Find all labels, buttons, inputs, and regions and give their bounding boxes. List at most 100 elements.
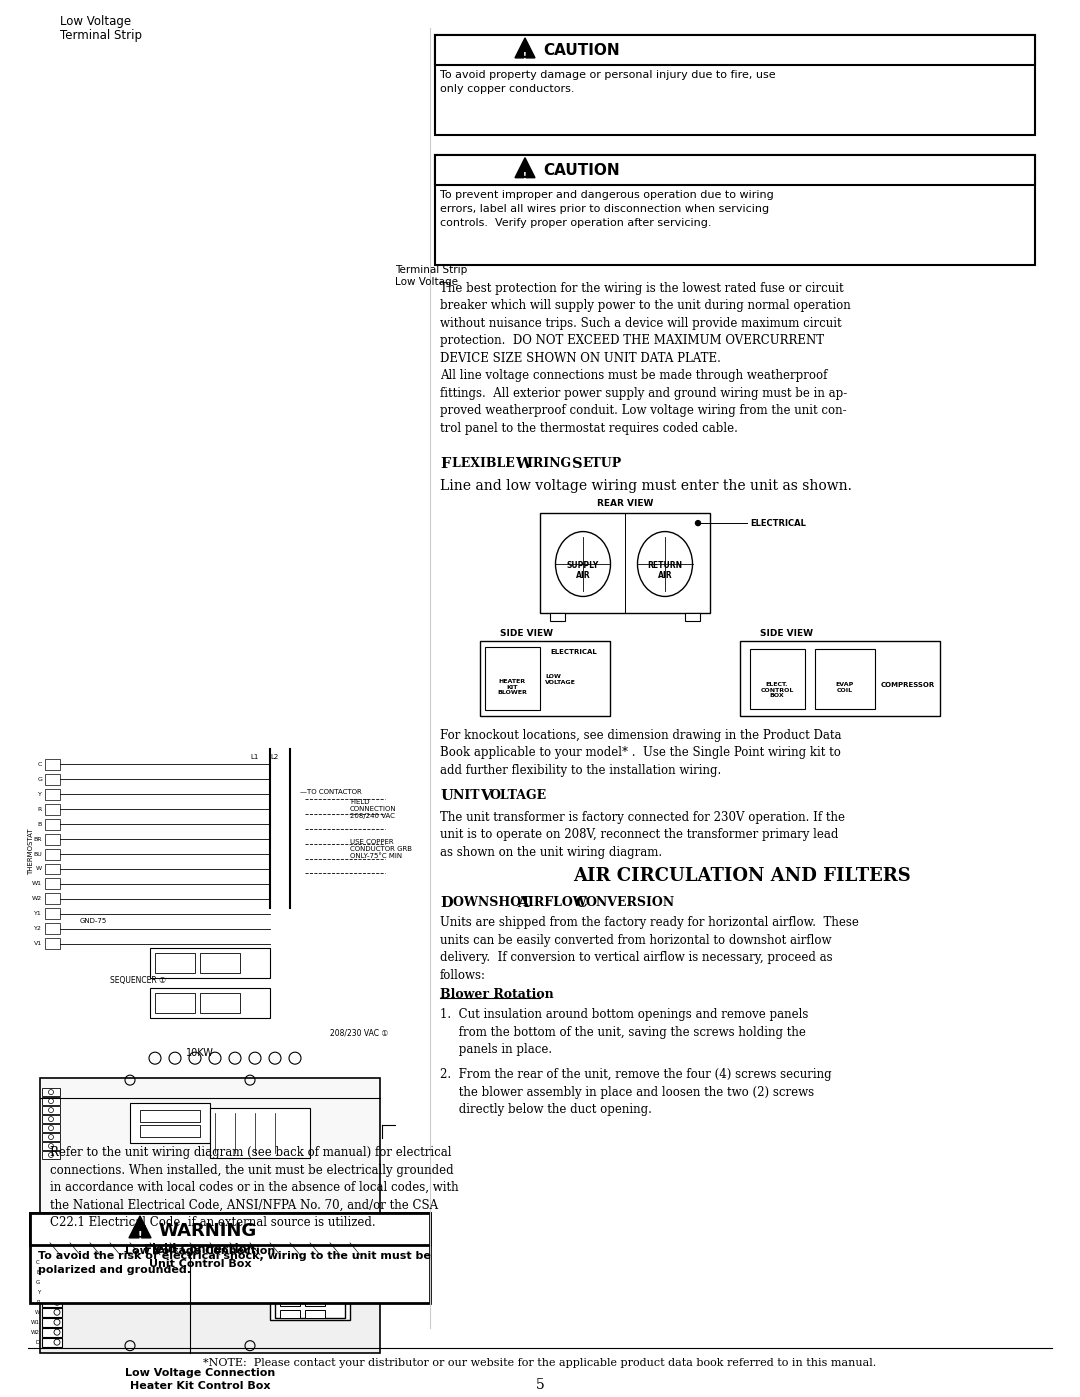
Text: Units are shipped from the factory ready for horizontal airflow.  These
units ca: Units are shipped from the factory ready… — [440, 916, 859, 982]
Bar — [150, 988, 270, 1018]
Bar — [200, 953, 240, 974]
Text: GND-75: GND-75 — [80, 918, 107, 925]
Text: V: V — [480, 789, 491, 803]
Text: !: ! — [523, 172, 527, 180]
Bar — [200, 993, 240, 1013]
Text: SEQUENCER ①: SEQUENCER ① — [110, 977, 166, 985]
Text: W: W — [35, 1310, 40, 1315]
Text: 208/230 VAC ①: 208/230 VAC ① — [330, 1028, 388, 1037]
Bar — [42, 1151, 60, 1160]
Text: V1: V1 — [33, 942, 42, 946]
Text: The unit transformer is factory connected for 230V operation. If the
unit is to : The unit transformer is factory connecte… — [440, 810, 845, 859]
Bar — [150, 949, 270, 978]
Text: D: D — [36, 1340, 40, 1345]
Text: OLTAGE: OLTAGE — [490, 789, 548, 802]
Text: ELECTRICAL: ELECTRICAL — [750, 520, 806, 528]
Text: BR: BR — [33, 837, 42, 841]
Bar — [42, 1268, 62, 1277]
Bar — [42, 1338, 62, 1347]
Text: USE COPPER
CONDUCTOR GRB
ONLY-75°C MIN: USE COPPER CONDUCTOR GRB ONLY-75°C MIN — [350, 838, 411, 859]
Text: For knockout locations, see dimension drawing in the Product Data
Book applicabl: For knockout locations, see dimension dr… — [440, 729, 841, 777]
Text: To avoid property damage or personal injury due to fire, use
only copper conduct: To avoid property damage or personal inj… — [440, 70, 775, 94]
Bar — [42, 1288, 62, 1296]
Text: FIELD
CONNECTION
208/240 VAC: FIELD CONNECTION 208/240 VAC — [350, 799, 396, 819]
Bar — [45, 834, 60, 845]
Bar — [45, 789, 60, 799]
Bar — [45, 923, 60, 935]
Text: W: W — [36, 866, 42, 872]
Text: RETURN
AIR: RETURN AIR — [647, 562, 683, 580]
Bar — [540, 513, 710, 613]
Bar — [40, 1078, 380, 1238]
Text: IRING: IRING — [527, 457, 576, 471]
Bar — [210, 1108, 310, 1158]
Text: L2: L2 — [270, 754, 279, 760]
Text: !: ! — [138, 1231, 143, 1241]
Bar — [45, 879, 60, 890]
Text: Line and low voltage wiring must enter the unit as shown.: Line and low voltage wiring must enter t… — [440, 479, 852, 493]
Bar — [435, 155, 1035, 184]
Text: ELECTRICAL: ELECTRICAL — [550, 648, 597, 655]
Text: AIR CIRCULATION AND FILTERS: AIR CIRCULATION AND FILTERS — [573, 866, 910, 884]
Text: IRFLOW: IRFLOW — [528, 897, 591, 909]
Text: SIDE VIEW: SIDE VIEW — [500, 629, 553, 638]
Text: !: ! — [523, 52, 527, 61]
Text: W1: W1 — [31, 1320, 40, 1324]
Bar — [45, 819, 60, 830]
Text: REAR VIEW: REAR VIEW — [597, 499, 653, 509]
Bar — [45, 908, 60, 919]
Bar — [42, 1088, 60, 1097]
Text: OWNSHOT: OWNSHOT — [453, 897, 535, 909]
Polygon shape — [515, 38, 535, 57]
Text: EVAP
COIL: EVAP COIL — [836, 682, 854, 693]
Bar — [45, 848, 60, 859]
Text: U: U — [440, 789, 453, 803]
Text: Low Voltage Connection
Heater Kit Control Box: Low Voltage Connection Heater Kit Contro… — [125, 1368, 275, 1391]
Text: —TO CONTACTOR: —TO CONTACTOR — [300, 789, 362, 795]
Text: Y: Y — [37, 1289, 40, 1295]
Text: HEATER
KIT
BLOWER: HEATER KIT BLOWER — [497, 679, 527, 696]
Text: R: R — [38, 806, 42, 812]
Text: SIDE VIEW: SIDE VIEW — [760, 629, 813, 638]
Bar — [42, 1097, 60, 1105]
Text: 1.  Cut insulation around bottom openings and remove panels
     from the bottom: 1. Cut insulation around bottom openings… — [440, 1009, 808, 1056]
Text: G: G — [36, 1280, 40, 1285]
Text: SUPPLY
AIR: SUPPLY AIR — [567, 562, 599, 580]
Text: G: G — [37, 777, 42, 782]
Text: CAUTION: CAUTION — [543, 43, 620, 57]
Bar — [130, 1104, 210, 1143]
Bar — [815, 648, 875, 708]
Bar — [45, 939, 60, 950]
Bar — [280, 1310, 300, 1317]
Bar — [42, 1327, 62, 1337]
Bar — [435, 35, 1035, 134]
Text: Low Voltage: Low Voltage — [60, 15, 131, 28]
Bar — [270, 1260, 350, 1320]
Text: THERMOSTAT: THERMOSTAT — [28, 828, 33, 875]
Text: A: A — [517, 897, 528, 911]
Text: BU: BU — [33, 852, 42, 856]
Bar — [42, 1278, 62, 1287]
Bar — [485, 647, 540, 710]
Text: Low Voltage Connection
Unit Control Box: Low Voltage Connection Unit Control Box — [125, 1246, 275, 1268]
Text: COMPRESSOR: COMPRESSOR — [881, 682, 935, 687]
Text: Field Connection: Field Connection — [145, 1243, 256, 1256]
Text: W2: W2 — [31, 1330, 40, 1334]
Bar — [42, 1125, 60, 1132]
Bar — [740, 641, 940, 715]
Text: E: E — [37, 1270, 40, 1275]
Bar — [42, 1133, 60, 1141]
Text: B: B — [38, 821, 42, 827]
Bar — [30, 1213, 430, 1245]
Bar — [750, 648, 805, 708]
Text: To prevent improper and dangerous operation due to wiring
errors, label all wire: To prevent improper and dangerous operat… — [440, 190, 773, 228]
Text: W1: W1 — [32, 882, 42, 887]
Bar — [140, 1125, 200, 1137]
Text: C: C — [575, 897, 586, 911]
Text: Y1: Y1 — [35, 911, 42, 916]
Text: Y2: Y2 — [35, 926, 42, 932]
Text: L1: L1 — [249, 754, 258, 760]
Text: F: F — [440, 457, 450, 471]
Bar — [550, 613, 565, 620]
Text: CAUTION: CAUTION — [543, 162, 620, 177]
